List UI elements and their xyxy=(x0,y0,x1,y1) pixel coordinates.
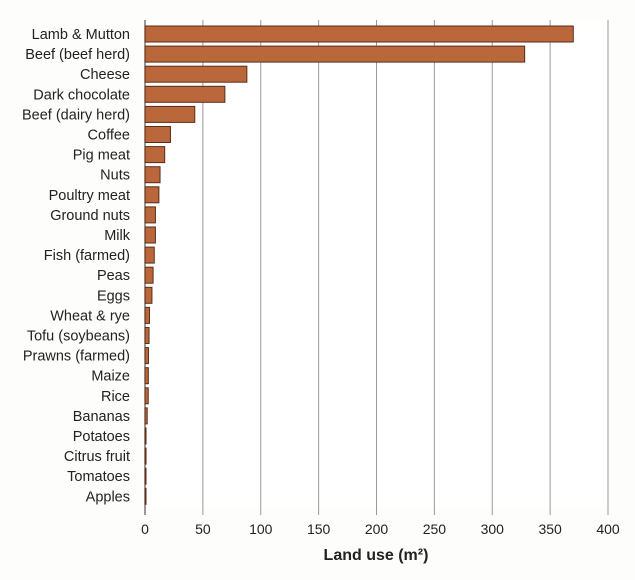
bar xyxy=(144,487,147,505)
category-label: Milk xyxy=(104,228,131,244)
x-tick-labels: 0 50 100 150 200 250 300 350 400 xyxy=(141,521,620,537)
bar xyxy=(144,126,171,143)
category-label: Potatoes xyxy=(73,429,130,445)
category-label: Rice xyxy=(101,389,130,405)
bar xyxy=(144,387,149,405)
bar xyxy=(144,146,166,164)
x-tick-label: 150 xyxy=(307,521,331,537)
bar xyxy=(144,407,148,425)
category-label: Beef (dairy herd) xyxy=(22,107,130,123)
bar xyxy=(144,467,147,485)
category-label: Beef (beef herd) xyxy=(25,47,130,63)
bar xyxy=(144,226,156,244)
category-label: Peas xyxy=(97,268,130,284)
category-label: Apples xyxy=(86,489,130,505)
bar xyxy=(144,246,155,264)
category-label: Prawns (farmed) xyxy=(23,349,130,365)
category-label: Wheat & rye xyxy=(50,308,130,324)
bar xyxy=(144,327,150,344)
bar xyxy=(144,45,526,63)
x-tick-label: 100 xyxy=(249,521,273,537)
category-label: Eggs xyxy=(97,288,130,304)
category-label: Fish (farmed) xyxy=(44,248,130,264)
bar xyxy=(144,427,147,445)
bars xyxy=(144,25,574,505)
bar xyxy=(144,166,161,184)
bar xyxy=(144,447,147,465)
bar xyxy=(144,266,154,284)
x-tick-label: 350 xyxy=(538,521,562,537)
bar xyxy=(144,85,226,103)
category-label: Ground nuts xyxy=(50,208,130,224)
bar xyxy=(144,186,160,204)
bar xyxy=(144,367,149,385)
x-tick-label: 50 xyxy=(195,521,211,537)
bar xyxy=(144,347,149,365)
category-label: Maize xyxy=(91,369,130,385)
category-label: Lamb & Mutton xyxy=(32,27,130,43)
category-label: Coffee xyxy=(88,128,130,144)
category-label: Poultry meat xyxy=(49,188,130,204)
bar xyxy=(144,25,574,43)
category-label: Tofu (soybeans) xyxy=(27,329,130,345)
category-label: Nuts xyxy=(100,168,130,184)
x-tick-label: 250 xyxy=(423,521,447,537)
bar xyxy=(144,306,151,324)
x-tick-label: 300 xyxy=(481,521,505,537)
category-label: Citrus fruit xyxy=(64,449,130,465)
bar xyxy=(144,105,196,123)
x-tick-label: 200 xyxy=(365,521,389,537)
category-label: Tomatoes xyxy=(67,469,130,485)
x-tick-label: 400 xyxy=(596,521,620,537)
category-label: Bananas xyxy=(73,409,130,425)
category-label: Cheese xyxy=(80,67,130,83)
category-labels: Lamb & Mutton Beef (beef herd) Cheese Dark … xyxy=(22,27,131,505)
x-tick-label: 0 xyxy=(141,521,149,537)
bar xyxy=(144,65,248,83)
category-label: Pig meat xyxy=(73,148,130,164)
x-axis-label: Land use (m²) xyxy=(324,547,429,564)
category-label: Dark chocolate xyxy=(33,87,130,103)
bar xyxy=(144,206,156,224)
bar xyxy=(144,286,153,304)
